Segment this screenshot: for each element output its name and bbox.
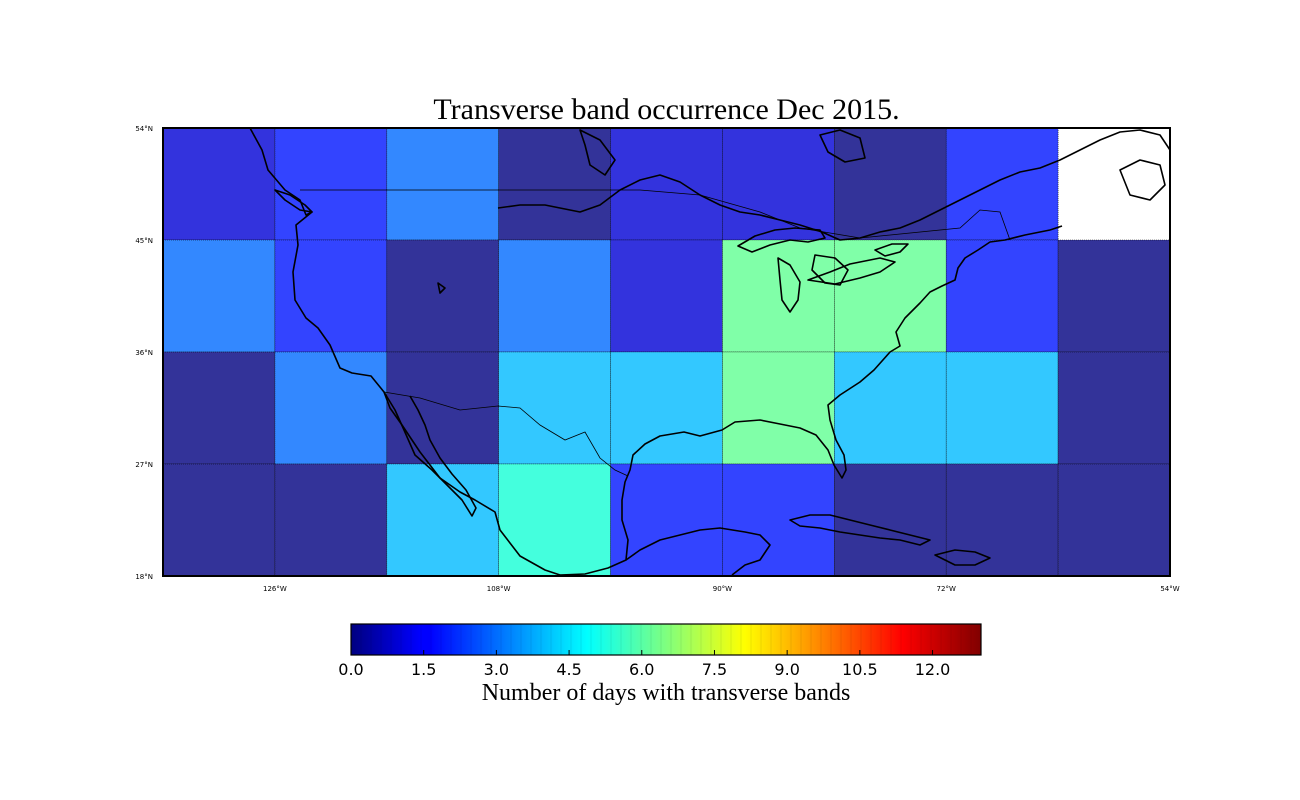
colorbar-tick-label: 1.5 (411, 660, 436, 679)
lake-huron (811, 254, 849, 286)
heatmap-cell (722, 127, 835, 241)
colorbar-tick-label: 0.0 (338, 660, 363, 679)
coastlines (249, 127, 1171, 576)
heatmap-cell (834, 239, 947, 353)
lon-tick-label: 108°W (487, 585, 511, 593)
lat-tick-label: 54°N (135, 125, 153, 133)
heatmap-cell (1057, 463, 1171, 577)
colorbar-tick-label: 10.5 (842, 660, 878, 679)
heatmap-cell (162, 127, 276, 241)
heatmap-cell (386, 127, 499, 241)
lon-tick-label: 72°W (937, 585, 956, 593)
map-title: Transverse band occurrence Dec 2015. (433, 93, 900, 126)
colorbar-tick-label: 4.5 (556, 660, 581, 679)
heatmap-cell (610, 351, 723, 465)
lon-tick-label: 90°W (713, 585, 732, 593)
lon-tick-label: 54°W (1160, 585, 1179, 593)
lake-michigan (777, 257, 801, 313)
map-frame (162, 127, 1171, 577)
colorbar (350, 623, 982, 656)
heatmap-cell (722, 463, 835, 577)
coastline-gulf (559, 225, 1063, 576)
colorbar-tick-label: 7.5 (702, 660, 727, 679)
island-small-1 (437, 282, 446, 294)
heatmap-cell (162, 463, 276, 577)
heatmap-cell (162, 351, 276, 465)
lat-tick-label: 18°N (135, 573, 153, 581)
colorbar-tick-label: 3.0 (484, 660, 509, 679)
heatmap-cell (722, 239, 835, 353)
longitude-ticks: 126°W 108°W 90°W 72°W 54°W (263, 585, 1180, 593)
border-us-mexico (383, 391, 629, 477)
island-north-1 (579, 129, 616, 176)
heatmap-cell (945, 239, 1059, 353)
colorbar-ticks: 0.0 1.5 3.0 4.5 6.0 7.5 9.0 10.5 12.0 (338, 624, 982, 679)
heatmap-cell (162, 239, 276, 353)
lake-superior (737, 227, 826, 253)
heatmap-cell (1057, 351, 1171, 465)
heatmap-cell (274, 351, 388, 465)
island-north-2 (819, 129, 866, 163)
heatmap-cell (274, 127, 388, 241)
heatmap-cell (1057, 239, 1171, 353)
coastline-cuba (789, 514, 931, 546)
lake-ontario (874, 243, 909, 257)
heatmap-cell (945, 127, 1059, 241)
colorbar-tick-label: 6.0 (629, 660, 654, 679)
lat-tick-label: 45°N (135, 237, 153, 245)
heatmap-cell (386, 239, 499, 353)
heatmap-cell (610, 127, 723, 241)
heatmap-cell (386, 463, 499, 577)
heatmap-cell (610, 239, 723, 353)
heatmap-cell (274, 239, 388, 353)
border-us-canada (300, 189, 1011, 241)
heatmap-cell (722, 351, 835, 465)
latitude-ticks: 54°N 45°N 36°N 27°N 18°N (135, 125, 153, 581)
heatmap-cell (498, 239, 611, 353)
heatmap-cell (274, 463, 388, 577)
coastline-yucatan (625, 527, 771, 576)
lat-tick-label: 27°N (135, 461, 153, 469)
island-vancouver (274, 189, 313, 213)
coastline-hispaniola (934, 549, 991, 566)
lon-tick-label: 126°W (263, 585, 287, 593)
coastline-hudson (497, 129, 1171, 241)
heatmap-cell (834, 351, 947, 465)
heatmap-cell (945, 463, 1059, 577)
island-newfoundland (1119, 159, 1166, 201)
heatmap-cell (834, 127, 947, 241)
coastline-west (249, 127, 561, 576)
colorbar-tick-label: 9.0 (774, 660, 799, 679)
heatmap-cells (162, 127, 1171, 577)
colorbar-tick-label: 12.0 (915, 660, 951, 679)
colorbar-label: Number of days with transverse bands (481, 680, 851, 706)
heatmap-cell (498, 463, 611, 577)
lake-erie (807, 257, 896, 285)
heatmap-cell (945, 351, 1059, 465)
coastline-baja (383, 391, 477, 517)
heatmap-cell (498, 127, 611, 241)
political-borders (300, 189, 1011, 477)
lat-tick-label: 36°N (135, 349, 153, 357)
